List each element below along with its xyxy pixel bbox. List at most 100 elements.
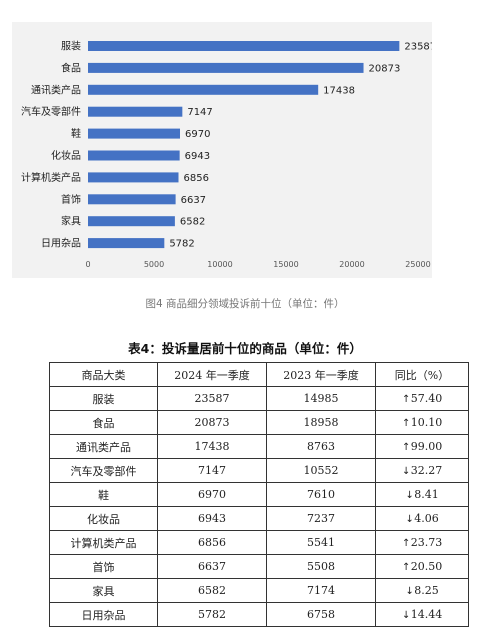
yoy-cell: ↓8.41: [375, 482, 469, 507]
category-cell: 汽车及零部件: [49, 458, 158, 483]
category-cell: 首饰: [49, 554, 158, 579]
bar: [88, 62, 364, 73]
value-label: 6943: [185, 151, 210, 162]
yoy-value: 32.27: [410, 464, 443, 477]
q2023-cell: 8763: [266, 434, 376, 459]
category-label: 食品: [61, 61, 81, 74]
arrow-up-icon: ↑: [402, 394, 411, 405]
value-label: 6970: [185, 129, 210, 140]
complaints-table: 商品大类 2024 年一季度 2023 年一季度 同比（%） 服装 23587 14…: [49, 362, 469, 627]
q2023-cell: 5541: [266, 530, 376, 555]
q2023-cell: 10552: [266, 458, 376, 483]
q2023-cell: 7237: [266, 506, 376, 531]
x-tick-label: 0: [85, 260, 90, 269]
q2024-cell: 6970: [157, 482, 267, 507]
category-cell: 家具: [49, 578, 158, 603]
category-cell: 服装: [49, 386, 158, 411]
category-label: 鞋: [71, 127, 81, 140]
yoy-value: 8.25: [414, 584, 439, 597]
arrow-down-icon: ↓: [405, 586, 414, 597]
category-cell: 化妆品: [49, 506, 158, 531]
bar: [88, 172, 179, 183]
arrow-up-icon: ↑: [402, 442, 411, 453]
category-label: 日用杂品: [41, 238, 81, 250]
yoy-value: 10.10: [410, 416, 443, 429]
yoy-cell: ↓32.27: [375, 458, 469, 483]
value-label: 7147: [187, 107, 212, 118]
yoy-cell: ↑20.50: [375, 554, 469, 579]
header-category: 商品大类: [49, 362, 158, 387]
q2024-cell: 6943: [157, 506, 267, 531]
table-title: 表4：投诉量居前十位的商品（单位：件）: [128, 341, 362, 356]
yoy-value: 23.73: [410, 536, 443, 549]
value-label: 6582: [180, 217, 205, 228]
category-label: 首饰: [61, 193, 81, 206]
table-row: 服装 23587 14985 ↑57.40: [49, 386, 469, 411]
category-label: 家具: [61, 215, 81, 228]
q2023-cell: 7174: [266, 578, 376, 603]
value-label: 6856: [183, 173, 208, 184]
table-row: 日用杂品 5782 6758 ↓14.44: [49, 602, 469, 627]
category-label: 计算机类产品: [21, 171, 81, 184]
yoy-cell: ↑57.40: [375, 386, 469, 411]
bar: [88, 238, 165, 249]
category-cell: 日用杂品: [49, 602, 158, 627]
yoy-cell: ↓4.06: [375, 506, 469, 531]
header-yoy: 同比（%）: [375, 362, 469, 387]
yoy-cell: ↓8.25: [375, 578, 469, 603]
yoy-value: 4.06: [414, 512, 439, 525]
yoy-value: 8.41: [414, 488, 439, 501]
table-row: 化妆品 6943 7237 ↓4.06: [49, 506, 469, 531]
value-label: 6637: [181, 195, 206, 206]
table-row: 汽车及零部件 7147 10552 ↓32.27: [49, 458, 469, 483]
bar: [88, 41, 400, 51]
q2024-cell: 6856: [157, 530, 267, 555]
arrow-down-icon: ↓: [402, 466, 411, 477]
table-row: 首饰 6637 5508 ↑20.50: [49, 554, 469, 579]
yoy-value: 57.40: [410, 392, 443, 405]
table-row: 家具 6582 7174 ↓8.25: [49, 578, 469, 603]
yoy-cell: ↑99.00: [375, 434, 469, 459]
q2023-cell: 14985: [266, 386, 376, 411]
arrow-down-icon: ↓: [405, 514, 414, 525]
category-cell: 计算机类产品: [49, 530, 158, 555]
yoy-value: 99.00: [410, 440, 443, 453]
category-cell: 食品: [49, 410, 158, 435]
bar: [88, 216, 175, 227]
value-label: 20873: [369, 63, 401, 74]
category-label: 化妆品: [51, 149, 81, 162]
figure-caption: 图4 商品细分领域投诉前十位（单位：件）: [145, 298, 345, 310]
table-row: 食品 20873 18958 ↑10.10: [49, 410, 469, 435]
category-label: 服装: [61, 40, 81, 53]
value-label: 23587: [404, 42, 432, 53]
q2024-cell: 6637: [157, 554, 267, 579]
yoy-value: 20.50: [410, 560, 443, 573]
header-2023-q1: 2023 年一季度: [266, 362, 376, 387]
q2023-cell: 6758: [266, 602, 376, 627]
q2023-cell: 18958: [266, 410, 376, 435]
value-label: 5782: [169, 239, 194, 250]
yoy-cell: ↓14.44: [375, 602, 469, 627]
arrow-down-icon: ↓: [405, 490, 414, 501]
bar: [88, 84, 319, 95]
yoy-cell: ↑23.73: [375, 530, 469, 555]
bar: [88, 128, 181, 139]
x-tick-label: 15000: [273, 260, 298, 269]
bar-chart: 服装 23587 食品 20873 通讯类产品 17438 汽车及零部件 7147 鞋 6970 化…: [21, 40, 432, 270]
yoy-value: 14.44: [410, 608, 443, 621]
arrow-up-icon: ↑: [402, 562, 411, 573]
q2024-cell: 6582: [157, 578, 267, 603]
q2024-cell: 7147: [157, 458, 267, 483]
value-label: 17438: [323, 85, 355, 96]
table-header-row: 商品大类 2024 年一季度 2023 年一季度 同比（%）: [49, 362, 469, 387]
q2024-cell: 20873: [157, 410, 267, 435]
x-tick-label: 10000: [207, 260, 232, 269]
table-row: 计算机类产品 6856 5541 ↑23.73: [49, 530, 469, 555]
table-row: 鞋 6970 7610 ↓8.41: [49, 482, 469, 507]
category-label: 汽车及零部件: [21, 105, 81, 118]
yoy-cell: ↑10.10: [375, 410, 469, 435]
category-cell: 鞋: [49, 482, 158, 507]
q2024-cell: 5782: [157, 602, 267, 627]
arrow-up-icon: ↑: [402, 418, 411, 429]
q2023-cell: 5508: [266, 554, 376, 579]
